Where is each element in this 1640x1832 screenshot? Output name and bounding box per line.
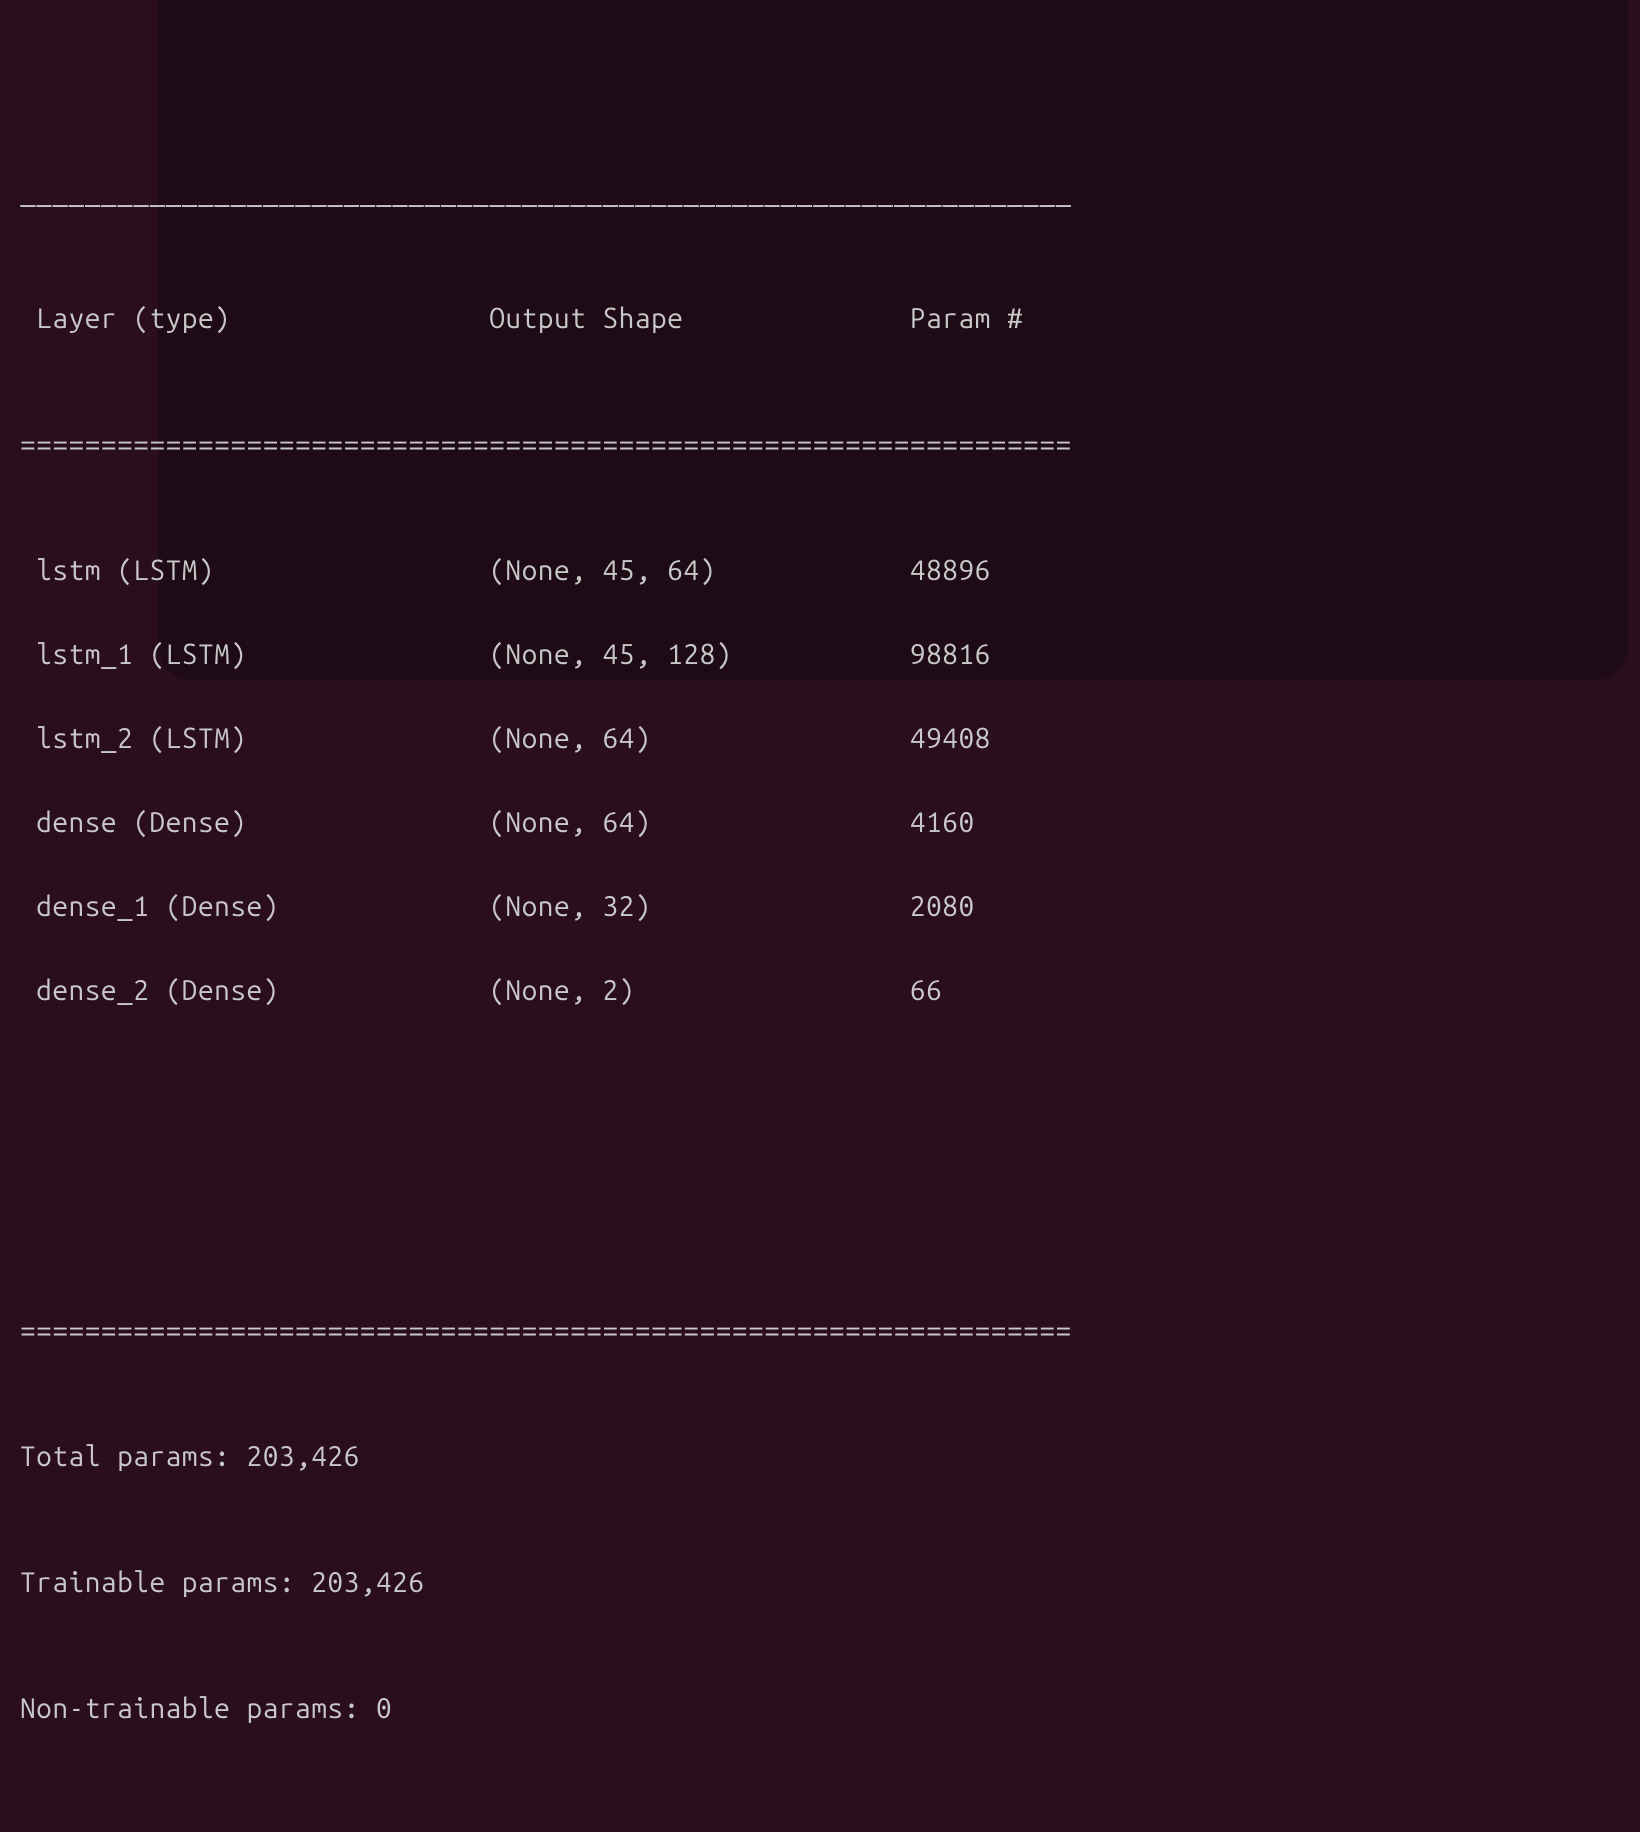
table-header-row: Layer (type) Output Shape Param # bbox=[20, 298, 1640, 340]
table-row: lstm (LSTM) (None, 45, 64) 48896 bbox=[20, 550, 1640, 592]
trainable-params-line: Trainable params: 203,426 bbox=[20, 1562, 1640, 1604]
table-row: lstm_1 (LSTM) (None, 45, 128) 98816 bbox=[20, 634, 1640, 676]
table-row: dense_2 (Dense) (None, 2) 66 bbox=[20, 970, 1640, 1012]
table-row: lstm_2 (LSTM) (None, 64) 49408 bbox=[20, 718, 1640, 760]
non-trainable-params-line: Non-trainable params: 0 bbox=[20, 1688, 1640, 1730]
summary-separator-line: ========================================… bbox=[20, 1310, 1640, 1352]
params-summary: ========================================… bbox=[20, 1226, 1640, 1814]
top-underscore-line: ________________________________________… bbox=[20, 172, 1640, 214]
total-params-line: Total params: 203,426 bbox=[20, 1436, 1640, 1478]
model-summary-table: ________________________________________… bbox=[20, 88, 1640, 1142]
header-separator-line: ========================================… bbox=[20, 424, 1640, 466]
terminal-output: ________________________________________… bbox=[20, 4, 1640, 1832]
table-row: dense (Dense) (None, 64) 4160 bbox=[20, 802, 1640, 844]
table-rows: lstm (LSTM) (None, 45, 64) 48896 lstm_1 … bbox=[20, 550, 1640, 1016]
table-row: dense_1 (Dense) (None, 32) 2080 bbox=[20, 886, 1640, 928]
